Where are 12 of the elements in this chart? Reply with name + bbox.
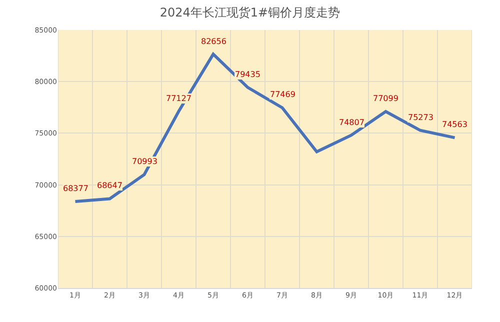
data-label: 77469 (270, 90, 296, 99)
data-label: 68377 (63, 184, 88, 193)
data-label: 74807 (339, 118, 364, 127)
data-label: 82656 (201, 37, 226, 46)
data-label: 77127 (166, 94, 192, 103)
data-label: 70993 (132, 157, 158, 166)
data-label: 77099 (373, 94, 398, 103)
data-label: 74563 (442, 120, 468, 129)
data-label: 75273 (408, 113, 434, 122)
chart-title: 2024年长江现货1#铜价月度走势 (160, 5, 340, 20)
data-label: 79435 (235, 70, 260, 79)
data-label: 68647 (97, 181, 122, 190)
